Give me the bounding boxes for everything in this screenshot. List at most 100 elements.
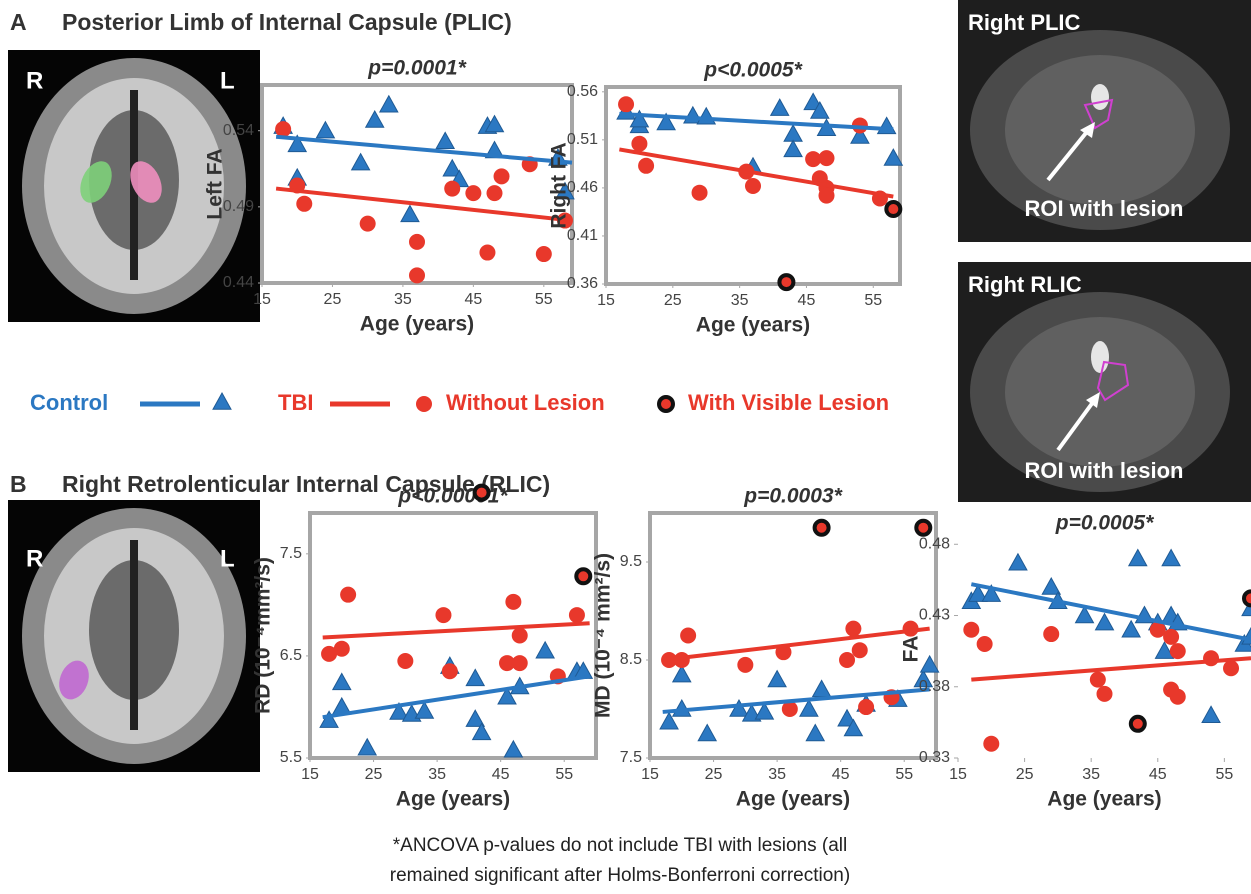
- y-tick-label: 6.5: [280, 647, 302, 664]
- x-tick-label: 35: [1082, 766, 1100, 783]
- marker: [442, 663, 458, 679]
- marker: [401, 205, 419, 221]
- y-tick-label: 0.38: [919, 678, 950, 695]
- marker: [1170, 689, 1186, 705]
- y-tick-label: 0.48: [919, 535, 950, 552]
- marker: [512, 628, 528, 644]
- x-tick-label: 45: [1149, 766, 1167, 783]
- marker: [779, 275, 793, 289]
- marker: [334, 641, 350, 657]
- marker: [435, 607, 451, 623]
- marker: [275, 121, 291, 137]
- y-tick-label: 0.44: [223, 274, 254, 291]
- marker: [819, 188, 835, 204]
- marker: [1244, 591, 1251, 605]
- marker: [1090, 672, 1106, 688]
- marker: [1009, 554, 1027, 570]
- marker: [839, 652, 855, 668]
- x-tick-label: 55: [895, 766, 913, 783]
- marker: [360, 216, 376, 232]
- marker: [916, 521, 930, 535]
- y-axis-label: MD (10⁻⁴ mm²/s): [592, 553, 615, 718]
- marker: [512, 655, 528, 671]
- marker: [1042, 578, 1060, 594]
- legend-label: With Visible Lesion: [688, 390, 889, 415]
- brain-image: [8, 500, 260, 772]
- x-tick-label: 25: [324, 291, 342, 308]
- marker: [852, 642, 868, 658]
- x-tick-label: 25: [1016, 766, 1034, 783]
- x-tick-label: 55: [555, 766, 573, 783]
- x-axis-label: Age (years): [396, 788, 510, 811]
- image-title: Right PLIC: [968, 10, 1081, 35]
- x-tick-label: 15: [949, 766, 967, 783]
- marker: [1043, 626, 1059, 642]
- marker: [806, 725, 824, 741]
- marker: [436, 132, 454, 148]
- marker: [673, 666, 691, 682]
- x-tick-label: 45: [798, 292, 816, 309]
- marker: [1131, 717, 1145, 731]
- y-tick-label: 0.43: [919, 607, 950, 624]
- y-tick-label: 9.5: [620, 553, 642, 570]
- y-tick-label: 5.5: [280, 749, 302, 766]
- x-axis-label: Age (years): [360, 313, 474, 336]
- marker: [983, 736, 999, 752]
- marker: [698, 725, 716, 741]
- marker: [680, 628, 696, 644]
- marker: [333, 673, 351, 689]
- marker: [784, 140, 802, 156]
- y-tick-label: 0.33: [919, 749, 950, 766]
- marker: [536, 642, 554, 658]
- marker: [409, 267, 425, 283]
- marker: [819, 150, 835, 166]
- brain-label: L: [220, 545, 235, 572]
- marker: [813, 680, 831, 696]
- marker: [475, 486, 489, 500]
- marker: [886, 202, 900, 216]
- marker: [771, 99, 789, 115]
- marker: [963, 622, 979, 638]
- x-tick-label: 25: [664, 292, 682, 309]
- marker: [768, 671, 786, 687]
- marker: [444, 181, 460, 197]
- marker: [296, 196, 312, 212]
- marker: [576, 569, 590, 583]
- y-tick-label: 0.49: [223, 198, 254, 215]
- marker: [316, 122, 334, 138]
- marker: [487, 185, 503, 201]
- legend-label: Control: [30, 390, 108, 415]
- footnote: *ANCOVA p-values do not include TBI with…: [393, 835, 847, 856]
- x-tick-label: 45: [492, 766, 510, 783]
- chart-title: p<0.00001*: [397, 485, 508, 508]
- marker: [1096, 614, 1114, 630]
- chart-title: p<0.0005*: [703, 59, 802, 82]
- x-tick-label: 15: [641, 766, 659, 783]
- brain-label: L: [220, 67, 235, 94]
- trend-line: [276, 137, 572, 163]
- marker: [618, 96, 634, 112]
- marker: [1170, 643, 1186, 659]
- marker: [692, 185, 708, 201]
- marker: [358, 739, 376, 755]
- plot-frame: [262, 85, 572, 283]
- x-tick-label: 35: [731, 292, 749, 309]
- marker: [479, 245, 495, 261]
- chart-title: p=0.0003*: [743, 485, 842, 508]
- legend-label: Without Lesion: [446, 390, 605, 415]
- x-tick-label: 35: [394, 291, 412, 308]
- y-tick-label: 7.5: [280, 545, 302, 562]
- chart: p<0.0005*0.360.410.460.510.561525354555A…: [548, 59, 903, 337]
- marker: [569, 607, 585, 623]
- chart-title: p=0.0005*: [1055, 512, 1154, 535]
- marker: [465, 185, 481, 201]
- image-annotation: ROI with lesion: [1025, 196, 1184, 221]
- marker: [1203, 650, 1219, 666]
- y-axis-label: Left FA: [204, 148, 227, 219]
- trend-line: [323, 676, 590, 717]
- marker: [815, 521, 829, 535]
- marker: [745, 178, 761, 194]
- x-tick-label: 15: [597, 292, 615, 309]
- marker: [800, 700, 818, 716]
- x-tick-label: 25: [365, 766, 383, 783]
